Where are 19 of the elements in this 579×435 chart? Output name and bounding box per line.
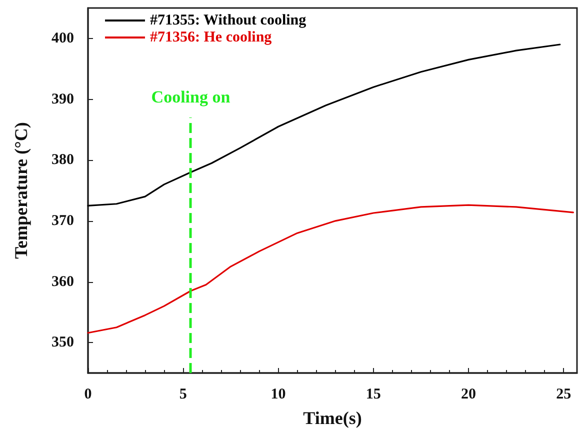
legend-label: #71355: Without cooling xyxy=(150,12,307,28)
x-tick-label: 10 xyxy=(270,386,286,402)
y-tick-label: 380 xyxy=(52,152,74,168)
x-tick-label: 15 xyxy=(366,386,381,402)
y-tick-label: 400 xyxy=(52,30,74,46)
y-axis-title: Temperature (°C) xyxy=(11,122,31,259)
legend-label: #71356: He cooling xyxy=(150,30,272,46)
x-axis-title: Time(s) xyxy=(303,408,362,428)
y-tick-label: 370 xyxy=(52,212,74,229)
line-series xyxy=(87,204,574,334)
y-tick-label: 390 xyxy=(52,91,74,108)
x-tick-label: 0 xyxy=(84,386,92,402)
ref-line-label: Cooling on xyxy=(151,88,231,106)
y-tick-label: 350 xyxy=(52,334,74,351)
x-tick-label: 5 xyxy=(179,386,187,402)
x-tick-label: 25 xyxy=(556,386,572,402)
y-tick-label: 360 xyxy=(52,274,74,290)
x-tick-label: 20 xyxy=(461,386,476,402)
line-series xyxy=(87,44,561,207)
